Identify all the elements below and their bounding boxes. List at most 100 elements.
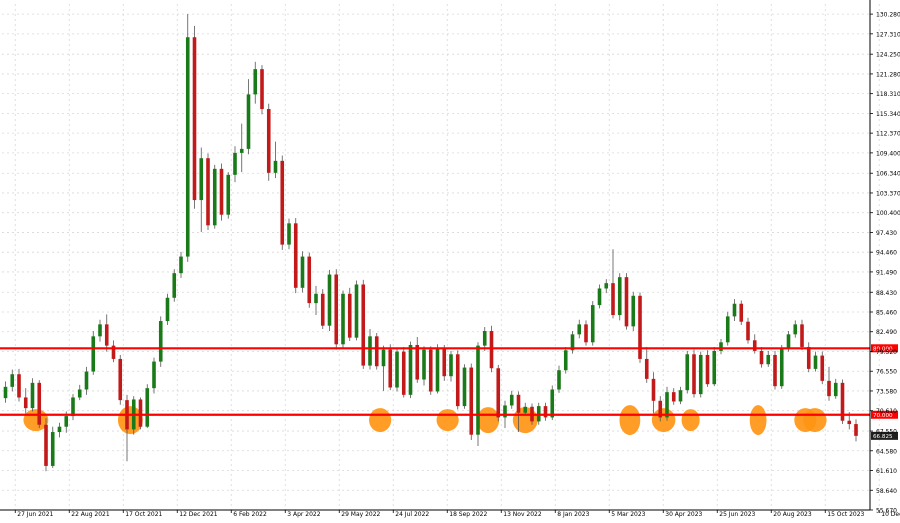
candle xyxy=(557,365,561,393)
candle-body-up xyxy=(71,397,75,417)
candle-body-up xyxy=(550,389,555,418)
candle xyxy=(678,386,683,405)
candle xyxy=(746,317,750,344)
candle-body-up xyxy=(314,293,318,304)
x-tick-label: 3 Apr 2022 xyxy=(287,511,320,518)
candle-body-up xyxy=(172,273,177,298)
candle-body-up xyxy=(50,432,55,466)
candle xyxy=(752,334,757,354)
candle-body-up xyxy=(381,349,386,367)
candle-body-up xyxy=(563,350,568,371)
y-tick-label: 70.610 xyxy=(876,408,897,415)
candle-body-down xyxy=(293,223,298,288)
candle xyxy=(827,366,831,401)
candle-body-down xyxy=(847,420,852,425)
candle-body-down xyxy=(334,274,339,345)
y-tick-label: 115.340 xyxy=(876,111,900,118)
candle xyxy=(77,384,82,401)
highlight-marker xyxy=(477,407,500,434)
current-price-label: 66.825 xyxy=(873,434,893,440)
y-tick-label: 103.370 xyxy=(876,190,900,197)
y-tick-label: 100.400 xyxy=(876,210,900,217)
y-tick-label: 124.250 xyxy=(876,52,900,59)
candle xyxy=(280,155,285,250)
candle xyxy=(840,379,845,425)
candle xyxy=(732,299,737,322)
level-label-box xyxy=(871,410,898,419)
highlight-marker xyxy=(436,409,459,432)
candle xyxy=(327,269,332,332)
candle-body-up xyxy=(597,288,602,306)
candle-body-down xyxy=(260,69,264,110)
candle-body-down xyxy=(759,350,764,365)
candle xyxy=(435,344,440,394)
candle xyxy=(158,316,163,367)
candle-body-up xyxy=(354,284,359,338)
candle-body-up xyxy=(395,351,399,388)
candles xyxy=(3,13,858,472)
candle-body-up xyxy=(617,277,622,316)
candle xyxy=(604,279,609,294)
level-label: 80.000 xyxy=(873,347,893,353)
candle xyxy=(833,378,838,399)
candle-body-up xyxy=(64,416,69,427)
candle xyxy=(233,146,237,183)
x-tick-label: 15 Oct 2023 xyxy=(827,511,864,518)
candle xyxy=(401,346,406,398)
candle-body-down xyxy=(415,344,420,380)
candle-body-up xyxy=(604,283,609,289)
candle xyxy=(651,372,656,414)
candle xyxy=(246,79,251,155)
candle-body-down xyxy=(347,293,352,338)
candle-body-up xyxy=(678,390,683,402)
candle-body-up xyxy=(77,389,82,398)
candle xyxy=(179,251,183,278)
candle-body-down xyxy=(388,349,393,388)
y-tick-label: 76.550 xyxy=(876,369,897,376)
candle-body-up xyxy=(719,342,723,351)
level-label-box xyxy=(871,344,898,353)
candle xyxy=(577,319,582,339)
candle-body-down xyxy=(469,367,474,435)
candle-body-down xyxy=(658,400,663,418)
y-tick-label: 82.490 xyxy=(876,329,897,336)
candle-body-up xyxy=(590,305,595,343)
candle xyxy=(212,164,217,229)
candle xyxy=(624,273,629,330)
candle-body-up xyxy=(786,334,791,349)
candle-body-down xyxy=(401,351,406,395)
candle-body-down xyxy=(374,336,379,367)
candle-body-up xyxy=(462,367,467,407)
candle xyxy=(611,249,615,319)
y-tick-label: 73.580 xyxy=(876,388,897,395)
candle-body-down xyxy=(307,256,312,304)
candle xyxy=(415,336,420,383)
candle-body-down xyxy=(739,303,744,322)
candle-body-up xyxy=(408,344,413,395)
candle xyxy=(692,349,696,398)
candle-body-up xyxy=(725,316,730,343)
candle xyxy=(300,251,305,293)
candle-body-down xyxy=(280,160,285,245)
candle-body-down xyxy=(800,324,804,347)
y-tick-label: 106.340 xyxy=(876,171,900,178)
candle-body-down xyxy=(266,109,271,173)
candle xyxy=(449,350,453,382)
candle xyxy=(712,346,717,387)
candle-body-down xyxy=(192,37,197,201)
candle-body-down xyxy=(543,406,548,418)
candle-body-up xyxy=(226,174,231,215)
candle-body-down xyxy=(516,394,521,413)
y-tick-label: 58.640 xyxy=(876,488,897,495)
candle-body-up xyxy=(766,354,771,365)
candle-body-down xyxy=(644,358,649,379)
x-tick-label: 8 Jan 2023 xyxy=(557,511,589,518)
candle xyxy=(631,291,636,332)
candle-body-up xyxy=(246,94,251,149)
candle-body-up xyxy=(158,321,163,362)
candle xyxy=(354,280,359,341)
candle xyxy=(374,333,379,370)
candle-body-up xyxy=(84,371,89,390)
candle xyxy=(455,350,460,410)
